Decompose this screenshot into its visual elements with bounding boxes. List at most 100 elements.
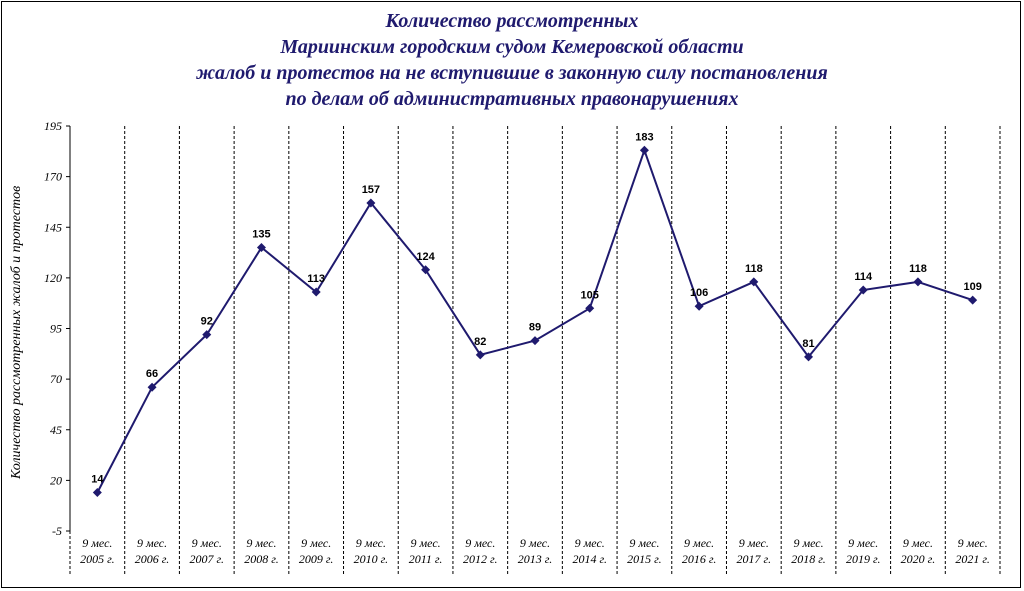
chart-title-line-3: жалоб и протестов на не вступившие в зак…	[196, 62, 828, 84]
x-tick-label-line-2: 2018 г.	[791, 552, 826, 566]
data-point-layer	[92, 145, 978, 498]
x-tick-label-line-1: 9 мес.	[629, 536, 659, 550]
data-point	[694, 301, 704, 311]
y-tick-label: -5	[52, 524, 62, 538]
x-tick-label-line-1: 9 мес.	[848, 536, 878, 550]
data-label: 118	[745, 263, 763, 275]
x-tick-label: 9 мес. 2011 г.	[409, 536, 443, 566]
x-tick-label-line-2: 2005 г.	[80, 552, 115, 566]
data-point	[530, 336, 540, 346]
data-label: 105	[581, 289, 599, 301]
data-label: 124	[416, 251, 435, 263]
x-tick-label-line-1: 9 мес.	[411, 536, 441, 550]
data-point	[585, 303, 595, 313]
y-tick-label: 120	[44, 271, 62, 285]
data-point	[968, 295, 978, 305]
data-label: 106	[690, 287, 708, 299]
x-tick-label: 9 мес. 2019 г.	[846, 536, 881, 566]
chart-title: Количество рассмотренных Мариинским горо…	[0, 8, 1024, 112]
x-tick-label-line-2: 2014 г.	[572, 552, 607, 566]
data-point	[202, 330, 212, 340]
data-point	[475, 350, 485, 360]
x-tick-label: 9 мес. 2010 г.	[354, 536, 389, 566]
y-tick-label: 45	[50, 423, 62, 437]
data-label-layer: 14 66 92 135 113 157 124 82 89 105 183 106 118 81 114 1…	[91, 131, 982, 485]
y-tick-label: 95	[50, 322, 62, 336]
y-tick-label: 70	[50, 372, 62, 386]
data-point	[639, 145, 649, 155]
data-point	[858, 285, 868, 295]
x-tick-label-line-1: 9 мес.	[684, 536, 714, 550]
x-tick-label-line-2: 2012 г.	[463, 552, 498, 566]
x-tick-label-line-2: 2010 г.	[354, 552, 389, 566]
x-tick-label-line-1: 9 мес.	[465, 536, 495, 550]
x-tick-label: 9 мес. 2008 г.	[244, 536, 279, 566]
data-point	[311, 287, 321, 297]
y-tick-label: 20	[50, 473, 62, 487]
x-tick-label-line-2: 2008 г.	[244, 552, 279, 566]
data-point	[92, 488, 102, 498]
x-tick-label-line-2: 2009 г.	[299, 552, 334, 566]
x-tick-label-line-2: 2021 г.	[955, 552, 990, 566]
data-label: 183	[635, 131, 653, 143]
x-tick-label-line-1: 9 мес.	[739, 536, 769, 550]
x-tick-label-line-2: 2013 г.	[518, 552, 553, 566]
x-tick-label-line-1: 9 мес.	[356, 536, 386, 550]
x-tick-label: 9 мес. 2012 г.	[463, 536, 498, 566]
x-tick-label: 9 мес. 2013 г.	[518, 536, 553, 566]
data-point	[256, 243, 266, 252]
data-label: 113	[307, 273, 325, 285]
data-point	[913, 277, 923, 287]
x-tick-label: 9 мес. 2018 г.	[791, 536, 826, 566]
x-tick-label-line-2: 2019 г.	[846, 552, 881, 566]
data-label: 114	[854, 271, 873, 283]
x-tick-label: 9 мес. 2017 г.	[737, 536, 772, 566]
x-tick-label-line-1: 9 мес.	[903, 536, 933, 550]
x-tick-label-line-1: 9 мес.	[575, 536, 605, 550]
x-tick-label-line-1: 9 мес.	[301, 536, 331, 550]
x-tick-label: 9 мес. 2007 г.	[189, 536, 224, 566]
x-tick-label-line-1: 9 мес.	[192, 536, 222, 550]
x-tick-label-line-1: 9 мес.	[520, 536, 550, 550]
data-label: 81	[802, 338, 814, 350]
x-tick-label-line-2: 2011 г.	[409, 552, 443, 566]
x-tick-label-line-2: 2016 г.	[682, 552, 717, 566]
x-tick-label: 9 мес. 2015 г.	[627, 536, 662, 566]
x-tick-label: 9 мес. 2020 г.	[901, 536, 936, 566]
grid-layer	[69, 126, 1001, 575]
data-label: 66	[146, 368, 158, 380]
x-tick-label-line-1: 9 мес.	[82, 536, 112, 550]
x-tick-label: 9 мес. 2005 г.	[80, 536, 115, 566]
x-tick-label-line-1: 9 мес.	[958, 536, 988, 550]
x-tick-label-line-1: 9 мес.	[793, 536, 823, 550]
x-tick-label: 9 мес. 2021 г.	[955, 536, 990, 566]
x-tick-label: 9 мес. 2009 г.	[299, 536, 334, 566]
y-tick-label: 195	[44, 119, 62, 133]
data-point	[421, 265, 431, 275]
x-tick-label: 9 мес. 2006 г.	[135, 536, 170, 566]
x-tick-label: 9 мес. 2016 г.	[682, 536, 717, 566]
x-tick-label-line-2: 2007 г.	[189, 552, 224, 566]
data-label: 118	[909, 263, 927, 275]
data-label: 109	[963, 281, 981, 293]
data-label: 157	[362, 184, 380, 196]
data-point	[366, 198, 376, 208]
chart-title-line-2: Мариинским городским судом Кемеровской о…	[280, 36, 744, 58]
chart-title-line-4: по делам об административных правонаруше…	[285, 88, 739, 110]
data-label: 92	[201, 316, 213, 328]
data-point	[147, 382, 157, 392]
x-tick-label-line-1: 9 мес.	[246, 536, 276, 550]
x-tick-label-line-2: 2020 г.	[901, 552, 936, 566]
data-label: 135	[252, 229, 270, 241]
data-label: 82	[474, 336, 486, 348]
data-label: 89	[529, 322, 541, 334]
y-tick-label: 170	[44, 170, 62, 184]
x-tick-label-line-2: 2015 г.	[627, 552, 662, 566]
x-tick-label-line-2: 2006 г.	[135, 552, 170, 566]
x-tick-label: 9 мес. 2014 г.	[572, 536, 607, 566]
y-tick-label: 145	[44, 220, 62, 234]
data-point	[804, 352, 814, 362]
chart-title-line-1: Количество рассмотренных	[385, 10, 639, 32]
